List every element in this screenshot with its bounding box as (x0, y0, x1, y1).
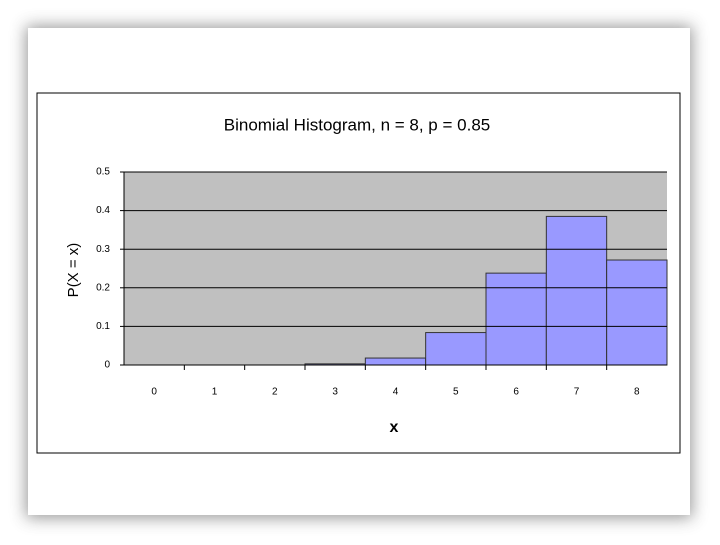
bar (545, 215, 608, 366)
x-axis-label: x (390, 419, 399, 436)
x-tick-label: 0 (151, 387, 157, 398)
x-tick-label: 4 (393, 387, 399, 398)
x-tick-label: 3 (332, 387, 338, 398)
x-tick-label: 8 (634, 387, 640, 398)
y-tick-label: 0 (104, 360, 110, 371)
chart-title: Binomial Histogram, n = 8, p = 0.85 (224, 115, 490, 134)
y-tick-label: 0.3 (96, 244, 110, 255)
bar (606, 259, 668, 366)
y-axis-label: P(X = x) (65, 243, 82, 298)
bar (425, 332, 487, 366)
x-tick-label: 1 (212, 387, 218, 398)
y-tick-label: 0.1 (96, 321, 110, 332)
bar (485, 272, 547, 366)
y-tick-label: 0.5 (96, 167, 110, 178)
x-tick-label: 6 (513, 387, 519, 398)
x-tick-label: 5 (453, 387, 459, 398)
x-tick-label: 7 (574, 387, 580, 398)
y-tick-label: 0.4 (96, 205, 110, 216)
x-tick-label: 2 (272, 387, 278, 398)
bar (364, 357, 427, 366)
y-tick-label: 0.2 (96, 282, 110, 293)
marks: 0 1 2 3 4 5 6 7 8 0 0.1 0.2 0.3 0.4 0.5 (96, 167, 668, 398)
